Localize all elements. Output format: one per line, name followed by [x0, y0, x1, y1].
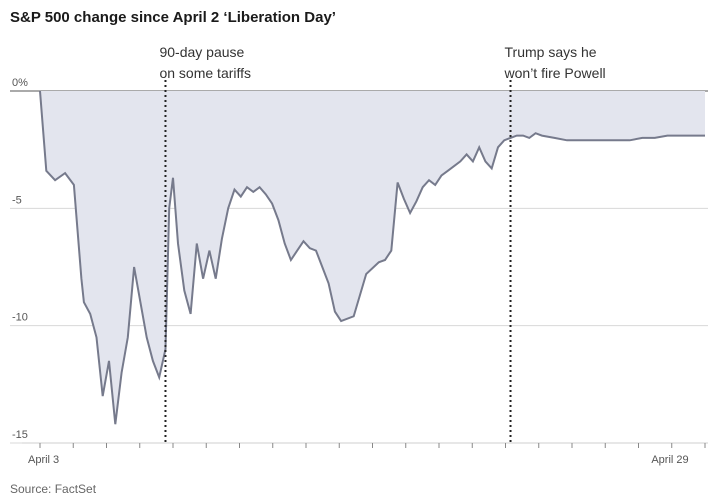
chart-title: S&P 500 change since April 2 ‘Liberation… — [10, 9, 336, 26]
y-tick-label: -5 — [12, 194, 22, 206]
annotation-label: on some tariffs — [159, 65, 251, 81]
y-axis-ticks: 0% -5 -10 -15 — [12, 77, 28, 441]
area-fill — [40, 91, 705, 425]
annotation-label: won’t fire Powell — [504, 65, 606, 81]
y-tick-label: -15 — [12, 429, 28, 441]
series-line — [39, 90, 705, 425]
x-tick-label: April 29 — [651, 454, 688, 466]
annotations: 90-day pause on some tariffs Trump says he… — [159, 44, 606, 443]
source-note: Source: FactSet — [10, 482, 97, 496]
x-tick-label: April 3 — [28, 454, 59, 466]
y-tick-label: 0% — [12, 77, 28, 89]
x-axis-ticks: April 3 April 29 — [22, 442, 708, 466]
annotation-label: 90-day pause — [159, 44, 244, 60]
annotation-label: Trump says he — [505, 44, 597, 60]
y-tick-label: -10 — [12, 312, 28, 324]
